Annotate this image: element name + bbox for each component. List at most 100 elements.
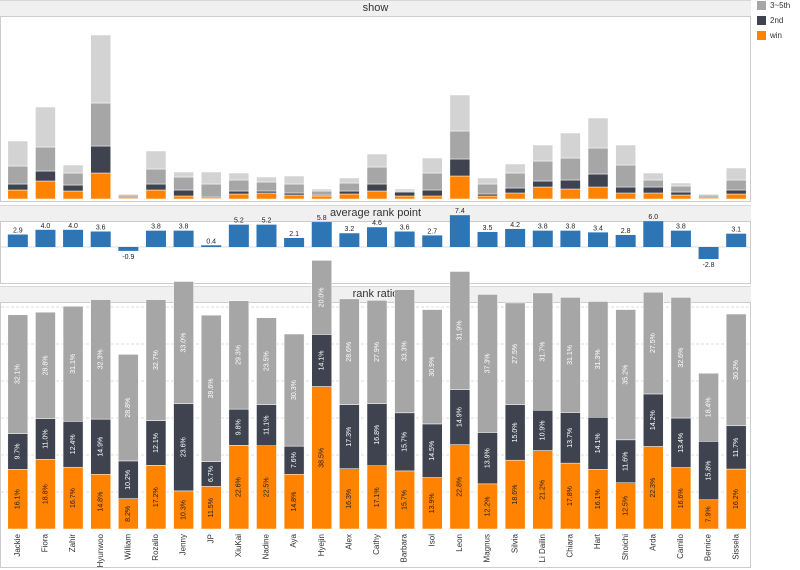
ratio-label-win-barbara: 15.7% xyxy=(401,490,408,510)
ratio-label-2nd-barbara: 15.7% xyxy=(401,432,408,452)
ratio-label-win-sissela: 16.2% xyxy=(733,489,740,509)
show-bar-win-cathy xyxy=(366,190,388,200)
show-bar-win-chiara xyxy=(560,188,581,200)
ratio-label-2nd-hyunwoo: 14.9% xyxy=(98,437,105,457)
category-label-hart: Hart xyxy=(593,533,602,549)
show-bar-extra-magnus xyxy=(477,177,498,185)
avg-rank-label-magnus: 3.5 xyxy=(483,225,493,232)
ratio-label-3-5th-hyejin: 20.0% xyxy=(319,287,326,307)
ratio-label-win-li-dailin: 21.2% xyxy=(540,480,547,500)
ratio-bar-3-5th-cathy xyxy=(366,300,388,404)
category-label-chiara: Chiara xyxy=(566,533,575,557)
show-bar-2nd-zahir xyxy=(62,184,84,192)
ratio-bar-3-5th-fiora xyxy=(35,311,56,419)
show-bar-3-5th-nadine xyxy=(256,181,277,192)
show-bar-win-camilo xyxy=(670,194,692,200)
avg-rank-label-cathy: 4.6 xyxy=(372,220,382,227)
ratio-label-win-william: 8.2% xyxy=(125,506,132,522)
show-bar-extra-sissela xyxy=(725,167,747,181)
ratio-label-3-5th-rozalio: 32.7% xyxy=(153,350,160,370)
category-label-jackie: Jackie xyxy=(13,533,22,556)
category-label-aya: Aya xyxy=(289,533,298,547)
avg-rank-label-zahir: 4.0 xyxy=(68,223,78,230)
show-bar-win-fiora xyxy=(35,180,56,200)
ratio-bar-3-5th-magnus xyxy=(477,294,498,433)
ratio-label-3-5th-william: 28.8% xyxy=(125,398,132,418)
ratio-bar-3-5th-barbara xyxy=(394,289,415,414)
category-label-hyejin: Hyejin xyxy=(317,534,326,556)
avg-rank-label-leon: 7.4 xyxy=(455,208,465,215)
avg-rank-bar-cathy xyxy=(367,227,387,247)
category-label-li-dailin: Li Dailin xyxy=(538,534,547,562)
avg-rank-bar-barbara xyxy=(394,231,415,247)
show-bar-extra-alex xyxy=(339,177,360,184)
ratio-label-3-5th-zahir: 31.1% xyxy=(70,354,77,374)
show-bar-2nd-cathy xyxy=(366,183,388,192)
ratio-label-2nd-jp: 6.7% xyxy=(208,466,215,482)
ratio-label-win-jackie: 16.1% xyxy=(15,489,22,509)
show-bar-extra-jackie xyxy=(7,140,29,167)
legend-swatch-win xyxy=(757,31,766,40)
ratio-label-2nd-jenny: 23.6% xyxy=(180,437,187,457)
show-bar-extra-hyunwoo xyxy=(90,34,111,104)
category-label-hyunwoo: Hyunwoo xyxy=(96,533,105,567)
category-label-zahir: Zahir xyxy=(68,534,77,553)
show-bar-win-sissela xyxy=(725,193,747,200)
category-label-magnus: Magnus xyxy=(483,534,492,562)
ratio-label-win-cathy: 17.1% xyxy=(374,487,381,507)
avg-rank-bar-sissela xyxy=(726,233,747,247)
avg-rank-bar-hyunwoo xyxy=(90,231,111,247)
show-bar-2nd-xiukai xyxy=(228,190,250,195)
show-bar-2nd-rozalio xyxy=(145,183,167,191)
show-bar-win-hart xyxy=(587,186,609,200)
show-bar-win-xiukai xyxy=(228,193,250,200)
show-bar-win-hyejin xyxy=(311,195,332,200)
ratio-bar-3-5th-sissela xyxy=(725,313,747,427)
ratio-bar-3-5th-isol xyxy=(422,309,443,425)
avg-rank-label-hart: 3.4 xyxy=(593,225,603,232)
ratio-label-win-jp: 11.5% xyxy=(208,498,215,517)
show-bar-win-li-dailin xyxy=(532,186,554,200)
show-bar-2nd-barbara xyxy=(394,191,415,197)
legend-label-win: win xyxy=(770,31,783,40)
category-label-shoichi: Shoichi xyxy=(621,534,630,560)
ratio-label-win-chiara: 17.8% xyxy=(567,486,574,506)
avg-rank-bar-nadine xyxy=(256,224,277,247)
show-bar-2nd-fiora xyxy=(35,170,56,182)
category-label-leon: Leon xyxy=(455,534,464,552)
avg-rank-label-rozalio: 3.8 xyxy=(151,224,161,231)
category-label-rozalio: Rozalio xyxy=(151,533,160,560)
ratio-label-2nd-aya: 7.6% xyxy=(291,452,298,468)
show-bar-3-5th-fiora xyxy=(35,146,56,172)
avg-rank-bar-li-dailin xyxy=(532,230,553,247)
ratio-label-win-bernice: 7.9% xyxy=(705,506,712,522)
ratio-bar-3-5th-hyunwoo xyxy=(90,299,111,420)
ratio-bar-3-5th-jp xyxy=(200,314,222,462)
ratio-label-win-alex: 16.3% xyxy=(346,489,353,509)
avg-rank-label-jenny: 3.8 xyxy=(179,224,189,231)
avg-rank-label-xiukai: 5.2 xyxy=(234,218,244,225)
avg-rank-label-william: -0.9 xyxy=(122,254,134,261)
avg-rank-bar-magnus xyxy=(477,231,498,247)
show-bar-extra-arda xyxy=(643,172,664,181)
show-bar-extra-silvia xyxy=(504,163,526,174)
category-label-bernice: Bernice xyxy=(704,533,713,561)
show-bar-extra-li-dailin xyxy=(532,144,554,162)
ratio-label-2nd-arda: 14.2% xyxy=(650,410,657,430)
show-bar-3-5th-xiukai xyxy=(228,179,250,192)
ratio-label-2nd-william: 10.2% xyxy=(125,470,132,490)
ratio-label-3-5th-arda: 27.5% xyxy=(650,333,657,353)
show-bar-3-5th-alex xyxy=(339,182,360,192)
ratio-label-win-hyunwoo: 14.8% xyxy=(98,492,105,512)
ratio-bar-3-5th-camilo xyxy=(670,297,692,419)
avg-rank-bar-bernice xyxy=(698,247,719,260)
category-label-fiora: Fiora xyxy=(41,533,50,552)
ratio-label-2nd-xiukai: 9.8% xyxy=(236,419,243,435)
ratio-bar-3-5th-jackie xyxy=(7,314,29,434)
ratio-label-win-hyejin: 38.5% xyxy=(319,448,326,468)
ratio-label-3-5th-aya: 30.3% xyxy=(291,380,298,400)
ratio-label-3-5th-hart: 31.3% xyxy=(595,349,602,369)
ratio-label-win-isol: 13.9% xyxy=(429,493,436,513)
show-bar-3-5th-cathy xyxy=(366,166,388,185)
ratio-label-2nd-hart: 14.1% xyxy=(595,433,602,453)
